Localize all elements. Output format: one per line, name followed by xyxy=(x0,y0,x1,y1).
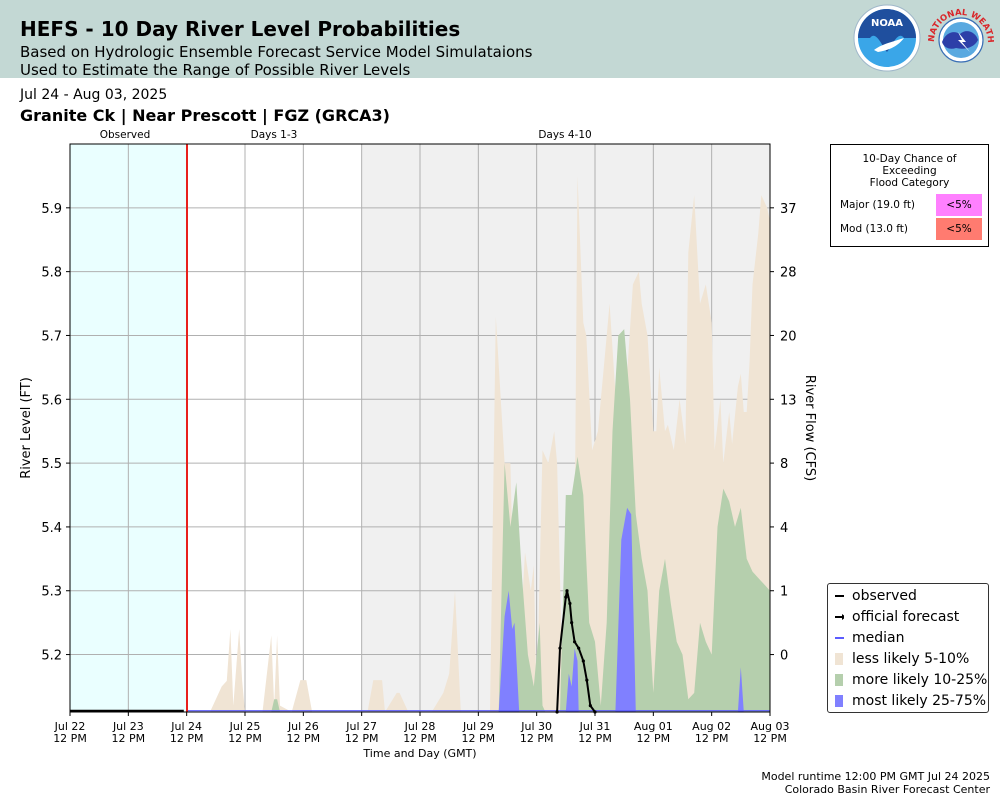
x-tick-label-date: Jul 28 xyxy=(404,720,436,733)
y-axis-ticks: 5.2 5.3 5.4 5.5 5.6 5.7 5.8 5.9 xyxy=(41,202,70,664)
y-axis-label: River Level (FT) xyxy=(19,377,34,479)
x-tick-label-date: Aug 01 xyxy=(634,720,673,733)
flood-mod-value: <5% xyxy=(936,218,982,240)
date-range: Jul 24 - Aug 03, 2025 xyxy=(20,87,168,103)
footer-center-name: Colorado Basin River Forecast Center xyxy=(784,783,990,796)
x-tick-label-date: Jul 23 xyxy=(112,720,144,733)
flood-category-box: 10-Day Chance of Exceeding Flood Categor… xyxy=(830,144,989,247)
station-name: Granite Ck | Near Prescott | FGZ (GRCA3) xyxy=(20,106,390,125)
x-tick-label-date: Jul 22 xyxy=(54,720,86,733)
y-tick-label: 5.4 xyxy=(41,521,62,536)
flood-box-title: 10-Day Chance of Exceeding Flood Categor… xyxy=(862,153,957,189)
svg-text:NOAA: NOAA xyxy=(871,18,903,29)
forecast-lines xyxy=(70,589,770,714)
y-tick-label: 5.8 xyxy=(41,266,62,281)
probability-areas xyxy=(70,175,770,712)
y-tick-label: 5.3 xyxy=(41,585,62,600)
forecast-point xyxy=(568,601,572,606)
y-right-tick-label: 13 xyxy=(780,393,797,408)
x-tick-label-date: Jul 25 xyxy=(229,720,261,733)
forecast-point xyxy=(570,621,574,625)
flood-major-label: Major (19.0 ft) xyxy=(840,199,916,211)
official-forecast-line xyxy=(556,590,596,713)
flood-mod-label: Mod (13.0 ft) xyxy=(840,223,909,235)
forecast-point xyxy=(588,704,592,708)
forecast-point xyxy=(585,678,589,682)
noaa-logo[interactable]: NOAA xyxy=(852,2,922,76)
forecast-point xyxy=(565,589,569,593)
x-tick-label-time: 12 PM xyxy=(287,732,321,745)
y-right-axis-ticks: 0 1 4 8 13 20 28 37 xyxy=(770,202,797,664)
forecast-point xyxy=(564,595,568,599)
y-right-tick-label: 0 xyxy=(780,649,788,664)
x-tick-label-time: 12 PM xyxy=(345,732,379,745)
x-tick-label-time: 12 PM xyxy=(462,732,496,745)
x-tick-label-time: 12 PM xyxy=(228,732,262,745)
x-tick-label-time: 12 PM xyxy=(753,732,787,745)
x-tick-label-date: Jul 30 xyxy=(520,720,552,733)
x-tick-label-time: 12 PM xyxy=(112,732,146,745)
period-label-observed: Observed xyxy=(100,129,151,141)
area-series-2 xyxy=(70,507,770,712)
page-subtitle-line2: Used to Estimate the Range of Possible R… xyxy=(20,61,411,79)
forecast-point xyxy=(581,659,585,663)
y-right-tick-label: 8 xyxy=(780,457,788,472)
page-subtitle-line1: Based on Hydrologic Ensemble Forecast Se… xyxy=(20,43,533,61)
y-right-axis-label: River Flow (CFS) xyxy=(802,375,817,481)
forecast-point xyxy=(572,640,577,644)
area-series-0 xyxy=(70,175,770,712)
x-tick-label-date: Aug 02 xyxy=(692,720,731,733)
x-tick-label-time: 12 PM xyxy=(695,732,729,745)
footer-model-runtime: Model runtime 12:00 PM GMT Jul 24 2025 xyxy=(761,770,990,783)
x-tick-label-time: 12 PM xyxy=(637,732,671,745)
x-tick-label-time: 12 PM xyxy=(170,732,204,745)
x-tick-label-time: 12 PM xyxy=(578,732,612,745)
period-label-days-4-10: Days 4-10 xyxy=(538,129,591,141)
forecast-point xyxy=(577,646,581,650)
y-tick-label: 5.7 xyxy=(41,329,62,344)
header-banner: HEFS - 10 Day River Level Probabilities … xyxy=(0,0,1000,79)
y-tick-label: 5.2 xyxy=(41,649,62,664)
x-tick-label-date: Jul 29 xyxy=(462,720,494,733)
x-tick-label-date: Aug 03 xyxy=(751,720,790,733)
flood-major-value: <5% xyxy=(936,194,982,216)
x-axis-label: Time and Day (GMT) xyxy=(362,747,476,760)
x-tick-label-time: 12 PM xyxy=(520,732,554,745)
chart-legend: observed official forecast median less l… xyxy=(827,583,989,713)
x-tick-label-date: Jul 31 xyxy=(579,720,611,733)
x-tick-label-time: 12 PM xyxy=(53,732,87,745)
y-right-tick-label: 4 xyxy=(780,521,788,536)
y-right-tick-label: 37 xyxy=(780,202,797,217)
y-right-tick-label: 28 xyxy=(780,266,797,281)
nws-logo[interactable]: NATIONAL WEATHER SERVICE xyxy=(928,2,994,76)
y-right-tick-label: 20 xyxy=(780,329,797,344)
y-right-tick-label: 1 xyxy=(780,585,788,600)
period-label-days-1-3: Days 1-3 xyxy=(251,129,298,141)
x-tick-label-date: Jul 26 xyxy=(287,720,319,733)
y-tick-label: 5.9 xyxy=(41,202,62,217)
x-tick-label-date: Jul 24 xyxy=(170,720,202,733)
page-title: HEFS - 10 Day River Level Probabilities xyxy=(20,17,461,41)
y-tick-label: 5.6 xyxy=(41,393,62,408)
forecast-point xyxy=(558,646,562,650)
x-tick-label-date: Jul 27 xyxy=(345,720,377,733)
x-tick-label-time: 12 PM xyxy=(403,732,437,745)
y-tick-label: 5.5 xyxy=(41,457,62,472)
